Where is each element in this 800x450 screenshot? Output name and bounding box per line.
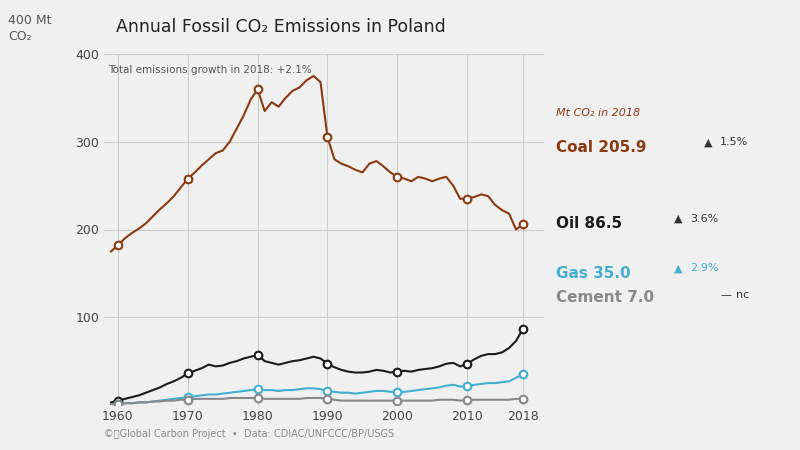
Text: ▲: ▲: [704, 137, 713, 147]
Text: Annual Fossil CO₂ Emissions in Poland: Annual Fossil CO₂ Emissions in Poland: [116, 18, 446, 36]
Text: 400 Mt
CO₂: 400 Mt CO₂: [8, 14, 51, 42]
Text: ©ⓄGlobal Carbon Project  •  Data: CDIAC/UNFCCC/BP/USGS: ©ⓄGlobal Carbon Project • Data: CDIAC/UN…: [104, 429, 394, 439]
Text: ▲: ▲: [674, 263, 683, 273]
Text: Mt CO₂ in 2018: Mt CO₂ in 2018: [556, 108, 640, 118]
Text: 1.5%: 1.5%: [720, 137, 748, 147]
Text: ▲: ▲: [674, 214, 683, 224]
Text: nc: nc: [736, 290, 750, 300]
Text: —: —: [720, 290, 731, 300]
Text: 2.9%: 2.9%: [690, 263, 719, 273]
Text: Gas 35.0: Gas 35.0: [556, 266, 636, 280]
Text: Total emissions growth in 2018: +2.1%: Total emissions growth in 2018: +2.1%: [109, 64, 312, 75]
Text: Oil 86.5: Oil 86.5: [556, 216, 627, 231]
Text: Cement 7.0: Cement 7.0: [556, 290, 659, 305]
Text: Coal 205.9: Coal 205.9: [556, 140, 652, 154]
Text: 3.6%: 3.6%: [690, 214, 718, 224]
